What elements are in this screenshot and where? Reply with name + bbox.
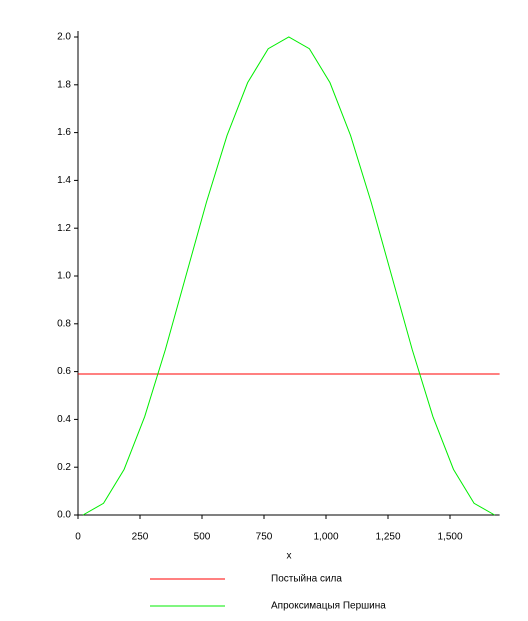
legend-label: Постыйна сила — [271, 574, 342, 585]
x-tick-label: 0 — [75, 532, 81, 543]
x-tick-label: 1,250 — [375, 532, 400, 543]
y-tick-label: 1.4 — [57, 175, 71, 186]
legend-label: Апроксимацыя Першина — [271, 601, 386, 612]
y-tick-label: 1.0 — [57, 271, 71, 282]
y-tick-label: 0.4 — [57, 414, 71, 425]
x-tick-label: 500 — [194, 532, 211, 543]
y-tick-label: 0.2 — [57, 462, 71, 473]
x-axis-label: x — [287, 551, 292, 562]
y-tick-label: 1.8 — [57, 79, 71, 90]
y-tick-label: 1.6 — [57, 127, 71, 138]
y-tick-label: 0.8 — [57, 318, 71, 329]
y-tick-label: 1.2 — [57, 223, 71, 234]
x-tick-label: 250 — [132, 532, 149, 543]
y-tick-label: 2.0 — [57, 32, 71, 43]
x-tick-label: 1,000 — [313, 532, 338, 543]
y-tick-label: 0.0 — [57, 510, 71, 521]
y-tick-label: 0.6 — [57, 366, 71, 377]
x-tick-label: 750 — [256, 532, 273, 543]
x-tick-label: 1,500 — [437, 532, 462, 543]
series-line — [82, 36, 495, 516]
